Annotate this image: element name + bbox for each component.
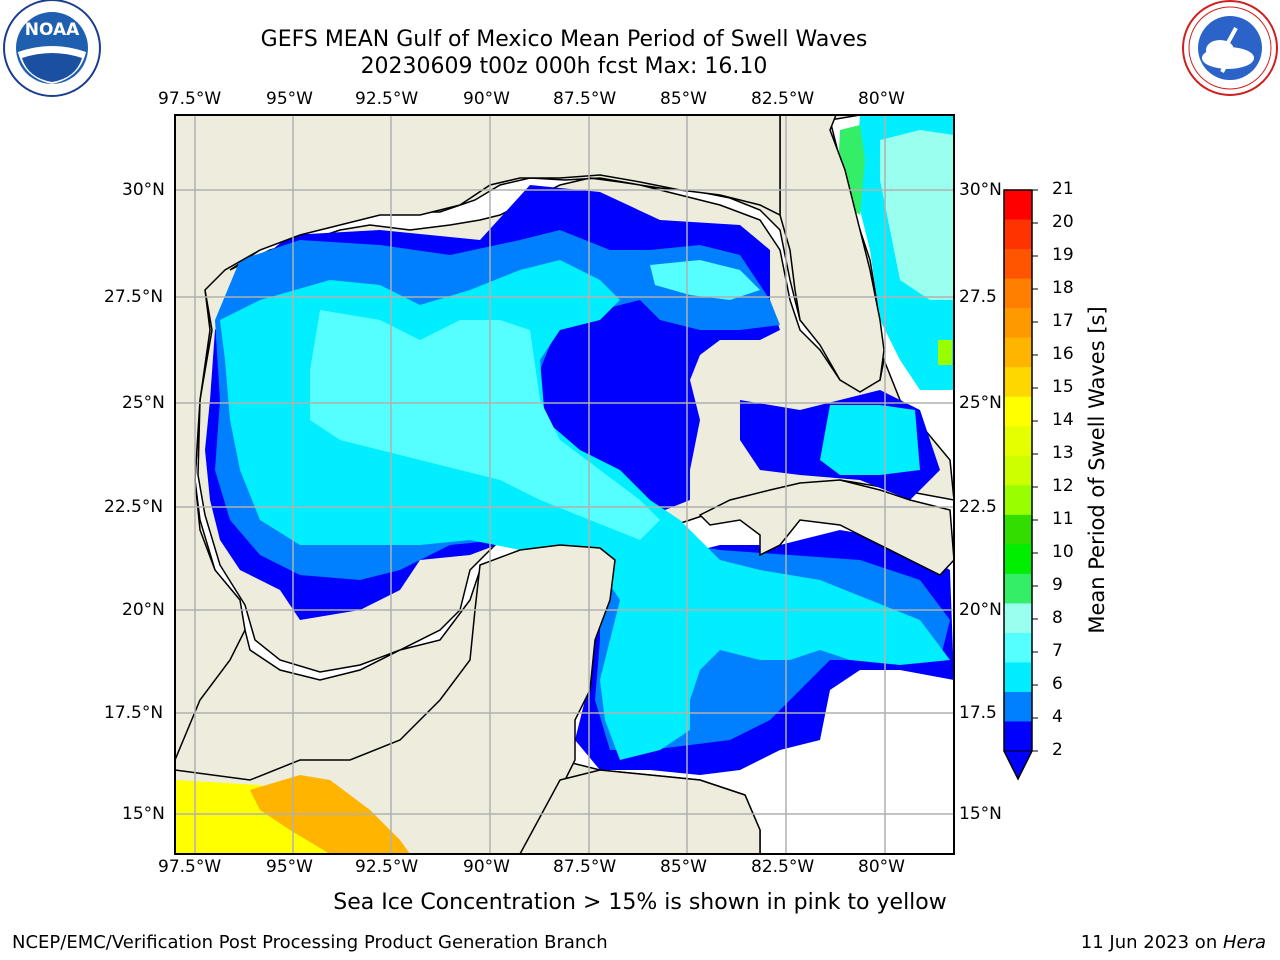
colorbar-tick-label: 11: [1052, 509, 1074, 529]
colorbar-tick-label: 13: [1052, 443, 1074, 463]
colorbar-segment: [1004, 514, 1032, 545]
colorbar-tick-label: 12: [1052, 476, 1074, 496]
colorbar-segment: [1004, 691, 1032, 722]
lon-label-bottom: 85°W: [660, 857, 707, 877]
lat-label-left: 15°N: [122, 804, 165, 824]
caption: Sea Ice Concentration > 15% is shown in …: [333, 890, 947, 915]
colorbar: [1003, 189, 1038, 781]
footer-date: 11 Jun 2023 on Hera: [1081, 932, 1266, 953]
colorbar-tick-label: 19: [1052, 245, 1074, 265]
colorbar-tick-label: 18: [1052, 278, 1074, 298]
lon-label-top: 82.5°W: [751, 89, 815, 109]
colorbar-tick-label: 6: [1052, 674, 1063, 694]
lat-label-right: 15°N: [959, 804, 1002, 824]
swell-9-10s-atlantic: [880, 130, 954, 300]
colorbar-tick-label: 2: [1052, 740, 1063, 760]
lat-label-left: 27.5°N: [104, 287, 164, 307]
colorbar-segment: [1004, 632, 1032, 663]
swell-12-13s-spot: [938, 340, 952, 365]
lat-label-right: 22.5: [959, 497, 997, 517]
lon-label-bottom: 82.5°W: [751, 857, 815, 877]
colorbar-segment: [1004, 426, 1032, 457]
swell-6-8s-east: [820, 405, 920, 475]
colorbar-segment: [1004, 337, 1032, 368]
lon-label-bottom: 80°W: [858, 857, 905, 877]
lon-label-top: 92.5°W: [355, 89, 419, 109]
florida: [779, 115, 885, 393]
colorbar-segment: [1004, 278, 1032, 309]
colorbar-extend-arrow: [1003, 750, 1033, 781]
colorbar-tick-label: 14: [1052, 410, 1074, 430]
colorbar-segment: [1004, 249, 1032, 280]
colorbar-tick-label: 17: [1052, 311, 1074, 331]
colorbar-segment: [1004, 573, 1032, 604]
noaa-logo-text: NOAA: [25, 20, 80, 40]
lat-label-right: 30°N: [959, 180, 1002, 200]
colorbar-title: Mean Period of Swell Waves [s]: [1085, 306, 1109, 634]
chart-title: GEFS MEAN Gulf of Mexico Mean Period of …: [260, 27, 868, 52]
colorbar-tick-label: 4: [1052, 707, 1063, 727]
colorbar-tick-label: 10: [1052, 542, 1074, 562]
lat-label-left: 30°N: [122, 180, 165, 200]
colorbar-tick-label: 20: [1052, 212, 1074, 232]
colorbar-tick-label: 8: [1052, 608, 1063, 628]
lat-label-left: 20°N: [122, 600, 165, 620]
lon-label-top: 97.5°W: [158, 89, 222, 109]
colorbar-segment: [1004, 455, 1032, 486]
central-america: [519, 769, 761, 854]
colorbar-frame: [1003, 189, 1033, 781]
colorbar-segment: [1004, 721, 1032, 752]
colorbar-segment: [1004, 367, 1032, 398]
colorbar-tick-label: 15: [1052, 377, 1074, 397]
lat-label-right: 25°N: [959, 393, 1002, 413]
colorbar-segment: [1004, 603, 1032, 634]
swell-8-9s: [310, 310, 660, 540]
map-area: [175, 115, 954, 854]
lon-label-bottom: 90°W: [463, 857, 510, 877]
lon-label-top: 85°W: [660, 89, 707, 109]
colorbar-tick-label: 16: [1052, 344, 1074, 364]
footer-date-text: 11 Jun 2023 on: [1080, 932, 1223, 953]
cuba: [698, 479, 954, 576]
footer-credit: NCEP/EMC/Verification Post Processing Pr…: [12, 932, 608, 953]
lon-label-top: 90°W: [463, 89, 510, 109]
colorbar-segment: [1004, 308, 1032, 339]
lon-label-bottom: 87.5°W: [553, 857, 617, 877]
nws-logo: [1182, 0, 1278, 96]
colorbar-tick-label: 21: [1052, 179, 1074, 199]
lat-label-left: 25°N: [122, 393, 165, 413]
graticule: [175, 115, 954, 854]
lat-label-right: 17.5: [959, 703, 997, 723]
lat-label-left: 17.5°N: [104, 703, 164, 723]
lon-label-top: 95°W: [266, 89, 313, 109]
colorbar-tick-label: 9: [1052, 575, 1063, 595]
colorbar-segment: [1004, 219, 1032, 250]
map-frame: [174, 114, 955, 855]
lat-label-right: 27.5: [959, 287, 997, 307]
lon-label-top: 87.5°W: [553, 89, 617, 109]
colorbar-segment: [1004, 544, 1032, 575]
lon-label-bottom: 97.5°W: [158, 857, 222, 877]
footer-host: Hera: [1222, 932, 1266, 953]
colorbar-segment: [1004, 190, 1032, 221]
swell-8-9s-ne: [650, 260, 760, 300]
colorbar-tick-label: 7: [1052, 641, 1063, 661]
lat-label-left: 22.5°N: [104, 497, 164, 517]
chart-subtitle: 20230609 t00z 000h fcst Max: 16.10: [360, 54, 768, 79]
colorbar-segment: [1004, 662, 1032, 693]
lon-label-bottom: 92.5°W: [355, 857, 419, 877]
colorbar-segment: [1004, 485, 1032, 516]
lon-label-bottom: 95°W: [266, 857, 313, 877]
lat-label-right: 20°N: [959, 600, 1002, 620]
colorbar-segment: [1004, 396, 1032, 427]
lon-label-top: 80°W: [858, 89, 905, 109]
noaa-logo: NOAA: [3, 0, 101, 97]
